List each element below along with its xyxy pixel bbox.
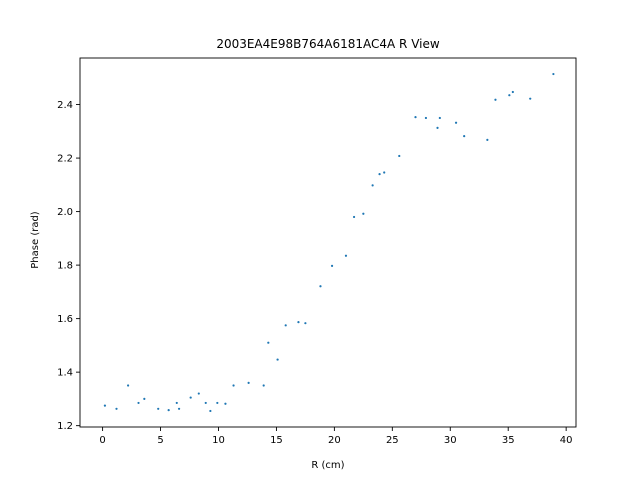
x-tick-label: 40: [560, 435, 573, 446]
data-point: [486, 138, 489, 141]
y-tick-label: 1.2: [57, 421, 73, 432]
data-point: [157, 407, 160, 410]
data-point: [267, 341, 270, 344]
data-point: [454, 121, 458, 124]
x-tick-label: 5: [157, 435, 163, 446]
y-tick-label: 2.0: [57, 207, 73, 218]
data-point: [352, 215, 356, 219]
data-point: [378, 173, 381, 176]
data-point: [177, 407, 181, 410]
x-tick-label: 10: [212, 435, 225, 446]
data-point: [297, 321, 300, 324]
data-point: [209, 409, 212, 413]
data-point: [436, 126, 439, 129]
plot-frame: [79, 57, 577, 428]
data-point: [224, 402, 227, 405]
data-point: [167, 409, 170, 412]
x-axis-title: R (cm): [311, 460, 344, 471]
data-point: [552, 72, 555, 76]
data-point: [126, 384, 130, 387]
data-point: [330, 264, 334, 268]
data-point: [463, 135, 466, 138]
y-axis-title: Phase (rad): [30, 211, 41, 269]
data-point: [115, 407, 118, 410]
data-point: [344, 254, 348, 257]
data-point: [103, 404, 107, 407]
x-tick-label: 30: [444, 435, 457, 446]
data-point: [197, 392, 200, 395]
data-point: [424, 116, 428, 120]
x-tick-label: 35: [502, 435, 515, 446]
data-point: [175, 401, 178, 405]
data-point: [137, 401, 140, 405]
data-point: [232, 384, 235, 387]
data-point: [276, 358, 279, 361]
data-point: [247, 381, 250, 384]
plot-area: 0 5 10 15 20 25 30 35 40 1.2 1.4 1.6 1.8 2.0 2.2 2.4: [57, 57, 577, 446]
data-point: [262, 384, 265, 387]
y-tick-label: 1.6: [57, 314, 73, 325]
data-point: [508, 94, 511, 97]
data-point: [216, 401, 219, 405]
x-tick-label: 15: [270, 435, 283, 446]
x-tick-label: 0: [99, 435, 105, 446]
data-point: [189, 396, 192, 399]
data-point: [511, 90, 514, 94]
x-tick-label: 25: [386, 435, 399, 446]
data-point: [304, 322, 307, 325]
data-point: [438, 116, 441, 120]
data-point: [143, 397, 146, 400]
data-point: [494, 98, 497, 101]
data-point: [204, 401, 207, 405]
y-tick-label: 2.4: [57, 100, 73, 111]
y-tick-label: 2.2: [57, 154, 73, 165]
data-point: [319, 285, 322, 288]
data-point: [371, 184, 374, 187]
data-point: [398, 154, 401, 158]
chart-title: 2003EA4E98B764A6181AC4A R View: [216, 37, 440, 51]
data-point: [284, 324, 287, 327]
y-tick-label: 1.4: [57, 368, 73, 379]
data-point: [529, 97, 532, 100]
y-tick-label: 1.8: [57, 261, 73, 272]
data-point: [414, 116, 417, 119]
data-point: [383, 171, 386, 174]
x-tick-label: 20: [328, 435, 341, 446]
data-point: [362, 212, 365, 215]
